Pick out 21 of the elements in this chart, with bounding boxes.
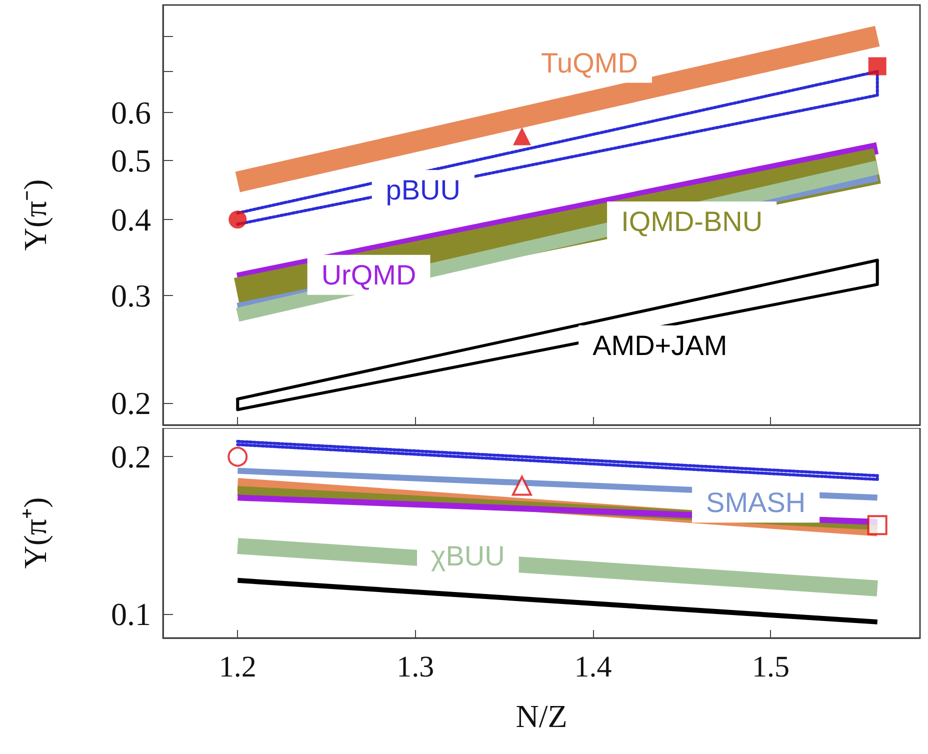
series-label: IQMD-BNU [621,206,763,237]
y-tick-label: 0.1 [111,596,151,632]
series-label: UrQMD [321,259,416,290]
y-tick-label: 0.2 [111,384,151,421]
series-label: SMASH [706,487,806,518]
y-tick-label: 0.2 [111,438,151,475]
series-label: TuQMD [540,47,638,78]
x-tick-label: 1.4 [574,650,612,684]
series-label: χBUU [431,540,505,572]
y-axis-title: Y(π⁻) [17,179,53,251]
x-tick-label: 1.3 [396,650,434,684]
y-tick-label: 0.6 [111,94,151,130]
y-tick-label: 0.5 [111,142,151,179]
y-axis-title: Y(π⁺) [17,497,53,569]
series-label: pBUU [386,174,461,206]
y-tick-label: 0.3 [111,278,151,314]
x-tick-label: 1.2 [218,650,256,684]
x-tick-label: 1.5 [752,650,790,684]
x-axis-title: N/Z [516,698,568,734]
series-label: AMD+JAM [592,330,728,361]
y-tick-label: 0.4 [111,202,151,238]
